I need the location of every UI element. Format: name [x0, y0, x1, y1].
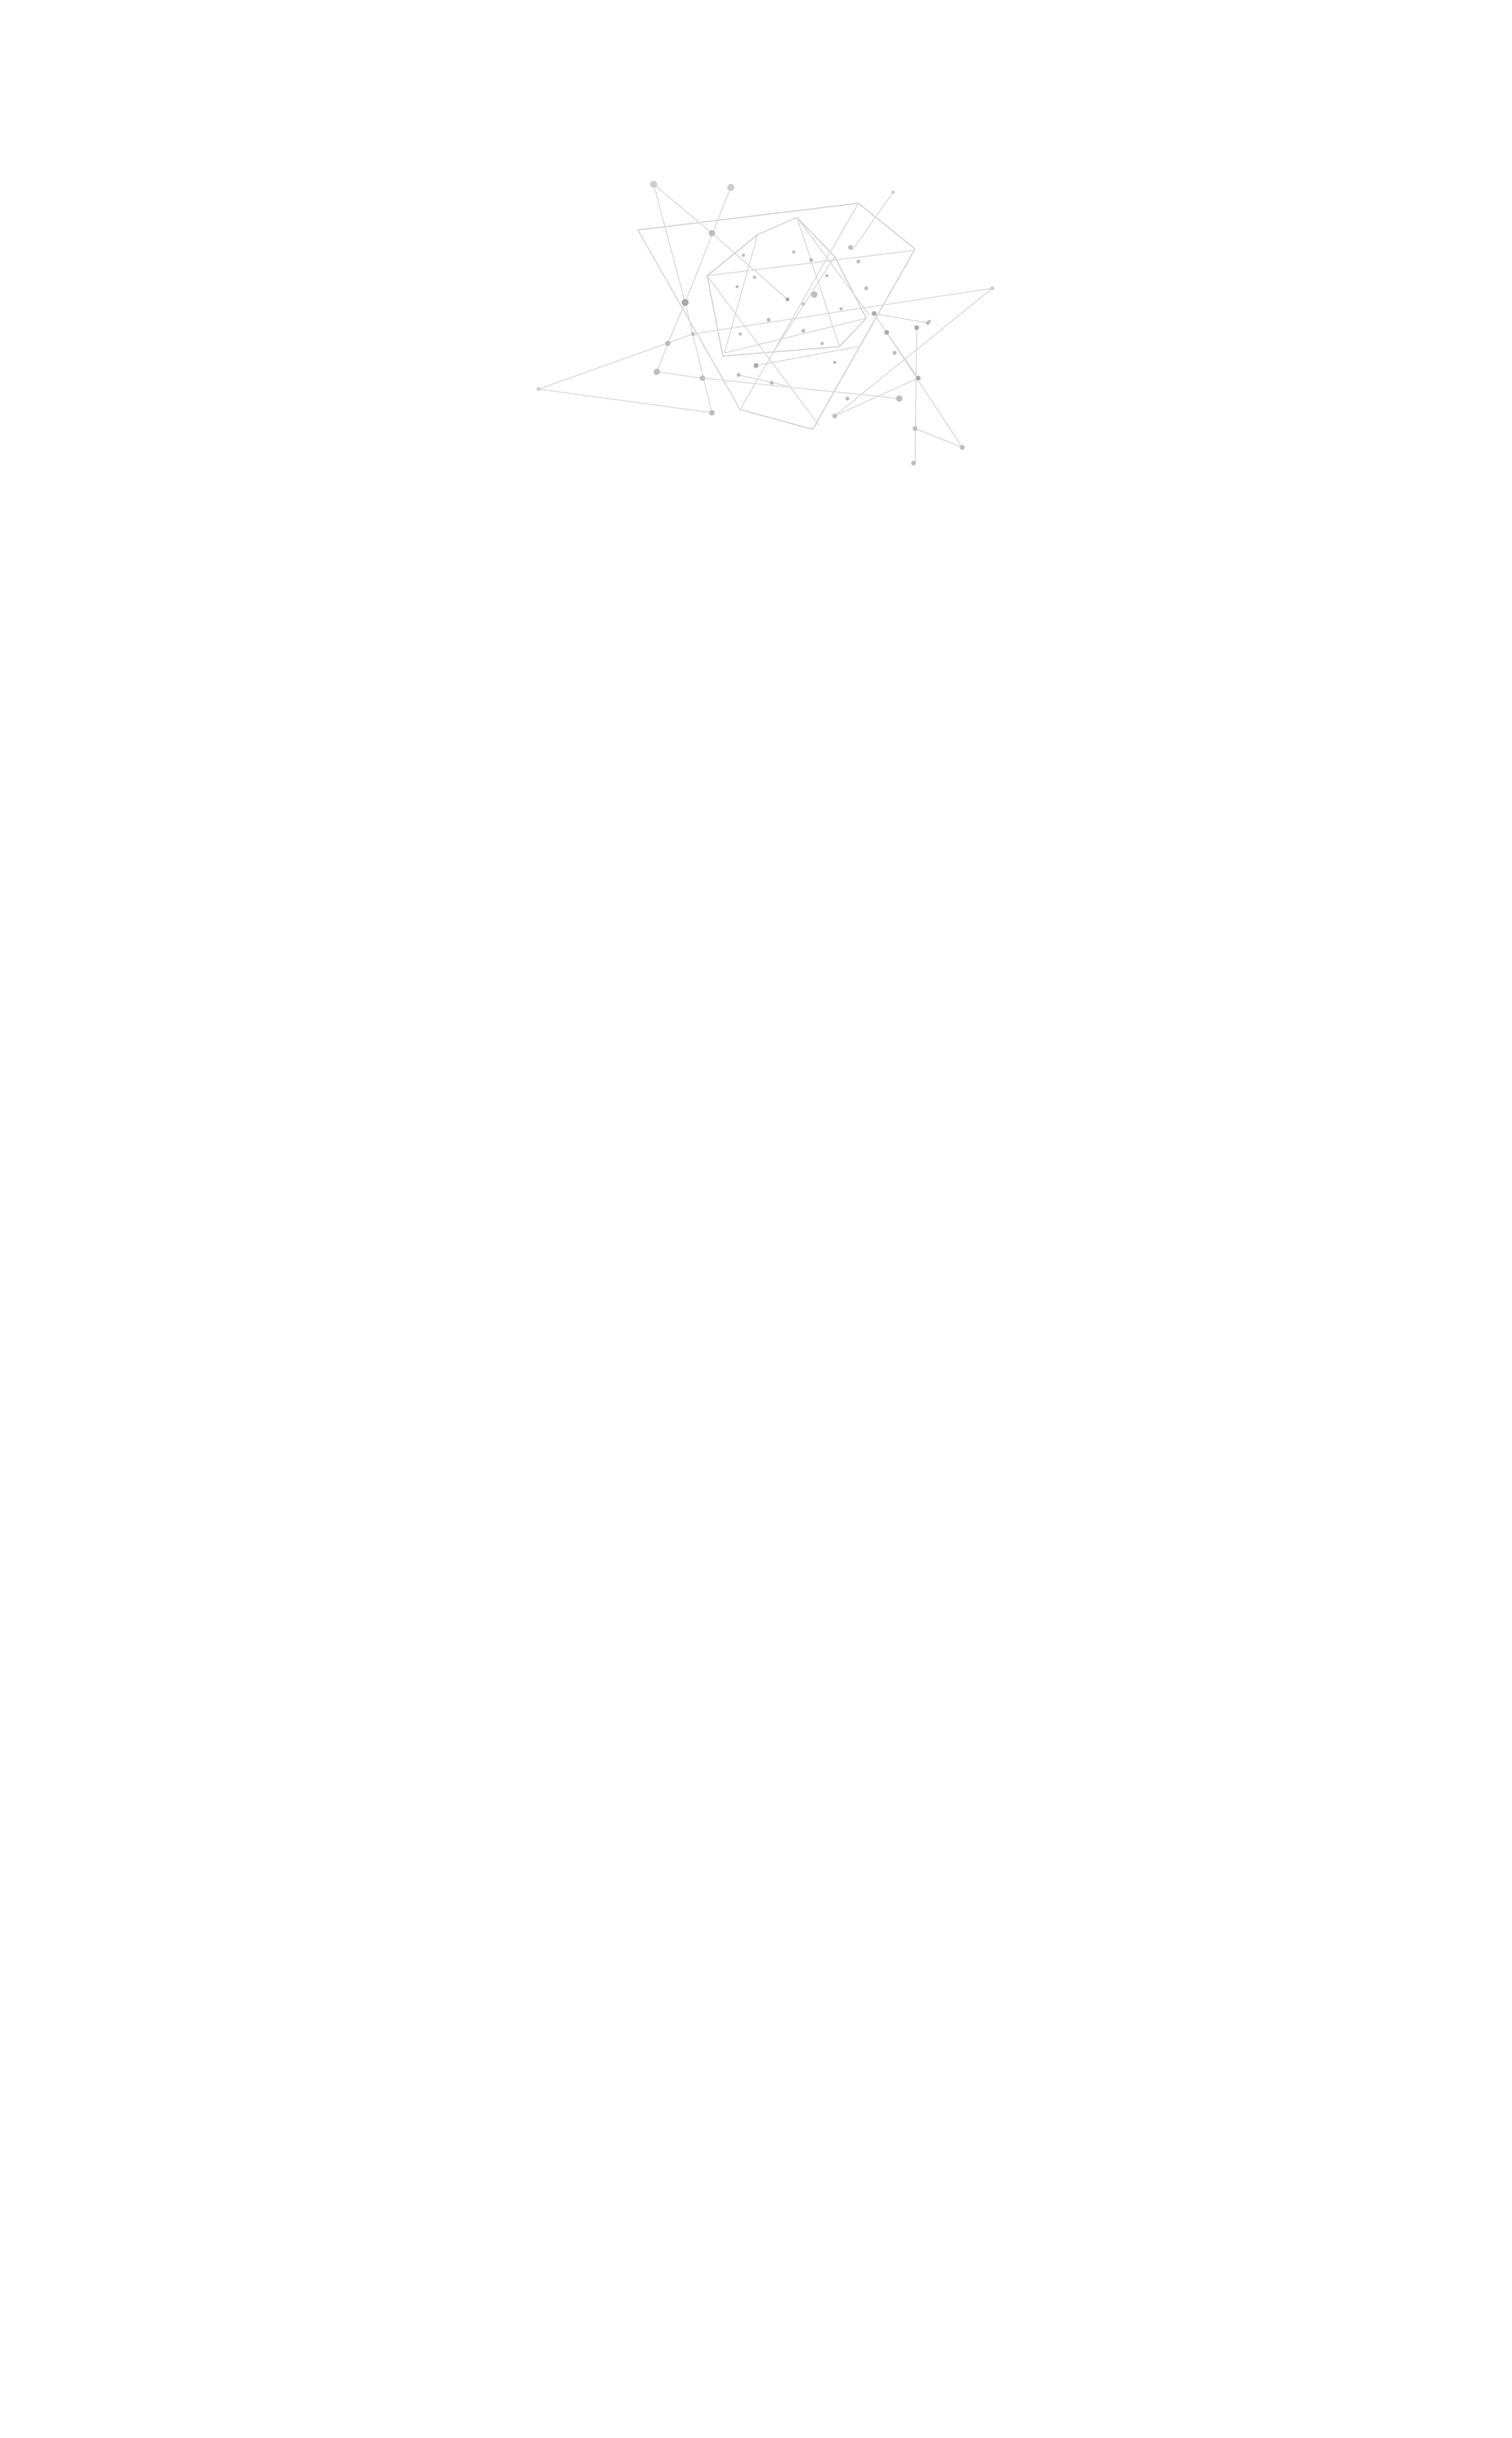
- network-graph-illustration-icon: [520, 165, 1008, 481]
